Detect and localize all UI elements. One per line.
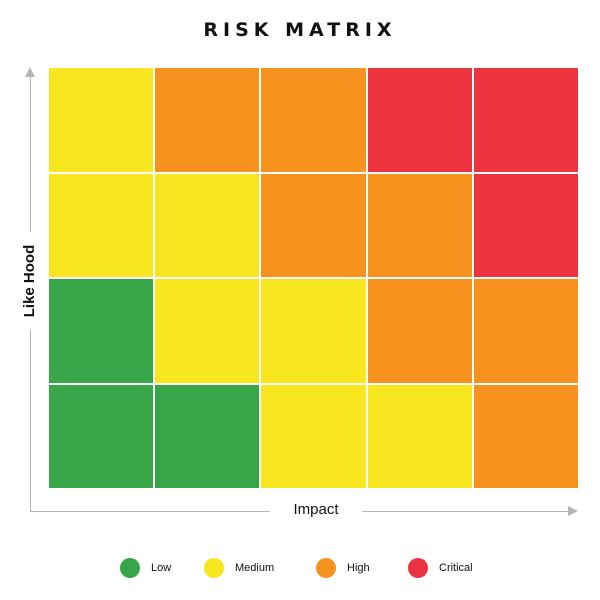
matrix-cell-critical (473, 68, 578, 172)
matrix-cell-high (155, 68, 260, 172)
legend-label-critical: Critical (439, 562, 473, 574)
matrix-cell-low (49, 279, 154, 383)
matrix-cell-high (473, 384, 578, 488)
legend-swatch-medium (204, 558, 224, 578)
legend-swatch-high (316, 558, 336, 578)
matrix-cell-high (261, 173, 366, 277)
legend-label-high: High (347, 562, 370, 574)
x-axis-arrow-icon (568, 506, 578, 516)
legend-item-low: Low (120, 557, 171, 579)
matrix-cell-critical (473, 173, 578, 277)
matrix-cell-critical (367, 68, 472, 172)
matrix-cell-high (261, 68, 366, 172)
matrix-cell-medium (155, 173, 260, 277)
matrix-cell-low (49, 384, 154, 488)
matrix-cell-low (155, 384, 260, 488)
legend-swatch-low (120, 558, 140, 578)
x-axis-label: Impact (270, 500, 362, 520)
legend-item-high: High (316, 557, 370, 579)
legend-swatch-critical (408, 558, 428, 578)
y-axis-arrow-icon (25, 67, 35, 77)
legend-label-medium: Medium (235, 562, 275, 574)
matrix-cell-medium (261, 279, 366, 383)
matrix-cell-medium (49, 68, 154, 172)
matrix-cell-medium (49, 173, 154, 277)
matrix-cell-medium (367, 384, 472, 488)
matrix-cell-high (367, 173, 472, 277)
matrix-cell-high (367, 279, 472, 383)
y-axis-label: Like Hood (20, 232, 40, 330)
legend-label-low: Low (151, 562, 172, 574)
legend-item-medium: Medium (204, 557, 274, 579)
legend-item-critical: Critical (408, 557, 473, 579)
matrix-cell-high (473, 279, 578, 383)
matrix-cell-medium (261, 384, 366, 488)
risk-matrix-grid (49, 68, 578, 488)
matrix-cell-medium (155, 279, 260, 383)
page-title: RISK MATRIX (203, 19, 397, 41)
